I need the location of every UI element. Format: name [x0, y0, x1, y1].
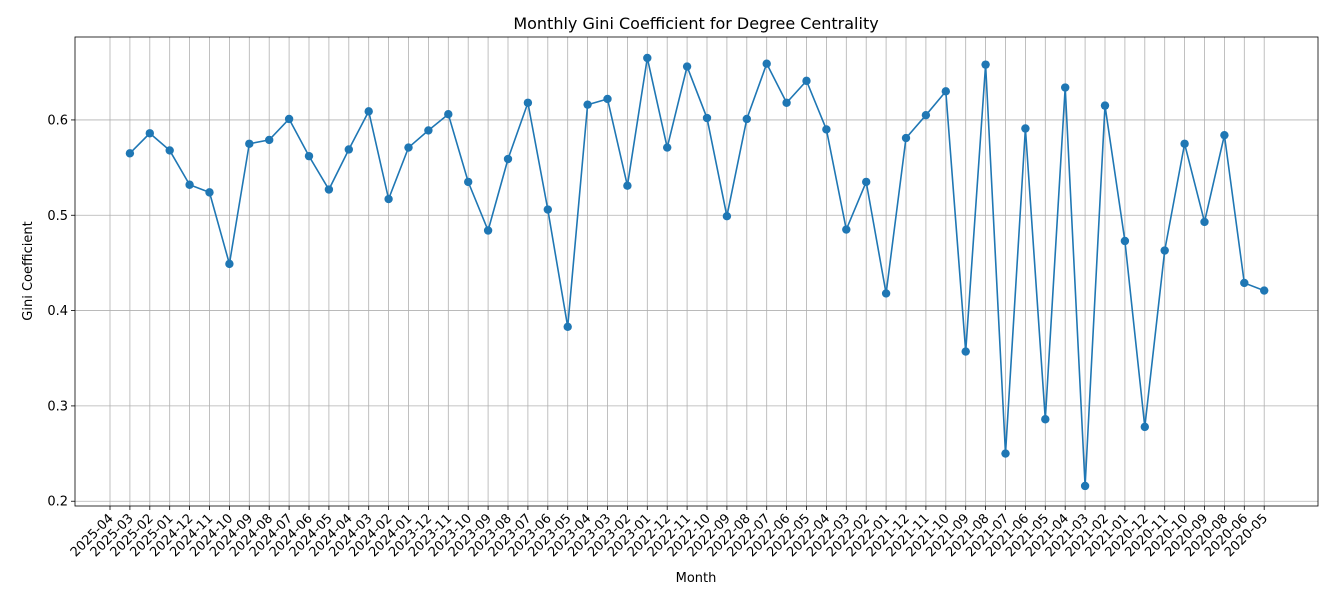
series-line: [129, 57, 1265, 487]
data-point: [881, 289, 891, 298]
data-point: [1180, 139, 1189, 148]
y-tick-label: 0.6: [47, 113, 68, 128]
data-point: [404, 143, 413, 152]
data-point: [981, 60, 990, 69]
y-tick-label: 0.4: [47, 304, 68, 319]
y-tick-label: 0.3: [47, 399, 68, 414]
data-point: [842, 225, 851, 234]
data-point: [483, 226, 493, 235]
data-point: [1061, 83, 1070, 92]
data-point: [623, 181, 632, 190]
data-point: [245, 139, 254, 148]
data-point: [742, 114, 751, 124]
data-point: [384, 194, 393, 204]
data-point: [364, 107, 373, 116]
data-point: [921, 110, 931, 120]
chart-title: Monthly Gini Coefficient for Degree Cent…: [513, 14, 878, 33]
data-point: [444, 110, 453, 119]
data-point: [603, 94, 612, 104]
data-point: [1080, 481, 1090, 491]
data-point: [961, 347, 970, 356]
data-point: [1260, 286, 1269, 295]
data-point: [1001, 449, 1010, 458]
data-point: [762, 59, 771, 68]
y-axis: 0.2 0.3 0.4 0.5 0.6: [47, 113, 75, 510]
data-point: [424, 126, 433, 135]
data-point: [1240, 278, 1249, 288]
data-point: [643, 53, 652, 63]
data-point: [165, 146, 174, 155]
data-point: [464, 177, 473, 187]
plot-frame: [74, 36, 1319, 507]
data-point: [265, 135, 274, 145]
data-point: [901, 133, 911, 143]
y-tick-label: 0.2: [47, 495, 68, 510]
data-point: [1160, 246, 1169, 255]
x-axis: 2025-042025-032025-022025-012024-122024-…: [68, 506, 1271, 560]
data-point: [284, 114, 294, 124]
data-point: [941, 87, 950, 96]
data-point: [125, 149, 135, 158]
data-point: [702, 113, 712, 123]
x-axis-label: Month: [676, 571, 717, 586]
data-point: [1021, 124, 1030, 133]
data-point: [1140, 422, 1150, 432]
data-point: [324, 185, 334, 194]
data-point: [862, 177, 871, 187]
data-point: [523, 98, 533, 107]
y-axis-label: Gini Coefficient: [21, 221, 36, 320]
data-point: [1200, 217, 1209, 227]
y-tick-label: 0.5: [47, 209, 68, 224]
data-point: [503, 154, 513, 164]
data-point: [822, 125, 831, 134]
data-point: [304, 151, 314, 161]
data-point: [185, 180, 194, 189]
data-point: [802, 76, 811, 86]
data-point: [1041, 415, 1050, 424]
grid: [75, 37, 1318, 506]
data-point: [782, 98, 791, 107]
data-point: [722, 212, 732, 221]
data-point: [543, 205, 552, 214]
data-point: [145, 129, 154, 138]
data-point: [1220, 130, 1229, 140]
data-point: [1120, 236, 1130, 246]
data-point: [563, 322, 572, 331]
data-point: [1100, 101, 1110, 110]
data-point: [663, 143, 672, 152]
data-point: [205, 188, 214, 197]
data-point: [344, 145, 353, 154]
data-point: [225, 259, 234, 269]
data-points: [125, 53, 1269, 491]
data-point: [583, 100, 592, 109]
data-point: [682, 62, 692, 71]
